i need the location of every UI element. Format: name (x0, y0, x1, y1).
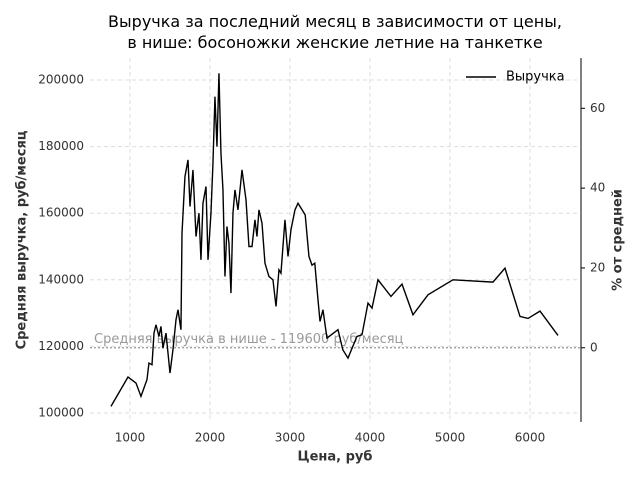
y-tick-label: 120000 (38, 339, 84, 353)
y-tick-label: 100000 (38, 406, 84, 420)
x-tick-label: 3000 (275, 431, 306, 445)
y2-axis-label: % от средней (611, 189, 626, 291)
x-tick-label: 2000 (195, 431, 226, 445)
x-tick-label: 5000 (435, 431, 466, 445)
y2-tick-label: 40 (590, 181, 605, 195)
y-tick-label: 140000 (38, 272, 84, 286)
chart-title: Выручка за последний месяц в зависимости… (108, 12, 562, 52)
x-tick-label: 1000 (115, 431, 146, 445)
y2-tick-label: 0 (590, 340, 598, 354)
x-tick-label: 6000 (515, 431, 546, 445)
reference-label: Средняя выручка в нише - 119600 руб/меся… (94, 332, 404, 347)
line-series (110, 73, 559, 407)
y-tick-label: 180000 (38, 139, 84, 153)
y-axis-label: Средняя выручка, руб/месяц (15, 130, 30, 349)
y-tick-label: 160000 (38, 206, 84, 220)
y2-tick-label: 60 (590, 101, 605, 115)
legend-label: Выручка (506, 70, 565, 85)
x-axis-label: Цена, руб (298, 450, 373, 465)
y2-tick-label: 20 (590, 260, 605, 274)
y-tick-label: 200000 (38, 72, 84, 86)
x-tick-label: 4000 (355, 431, 386, 445)
